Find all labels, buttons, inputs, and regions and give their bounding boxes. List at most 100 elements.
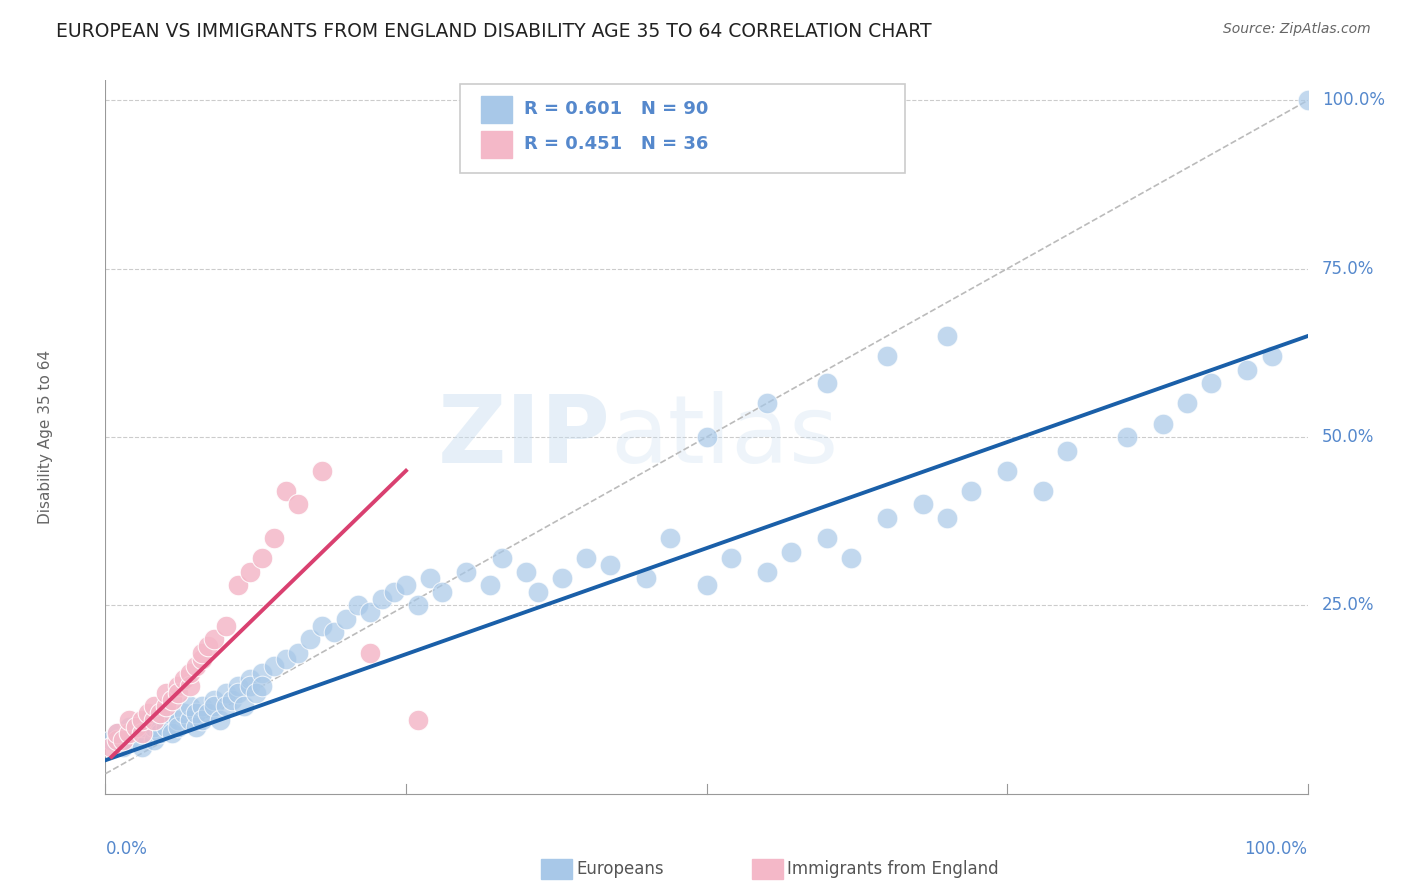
Point: [239, 673, 262, 687]
Point: [696, 430, 718, 444]
Point: [1296, 94, 1319, 108]
Point: [876, 349, 898, 363]
Point: [226, 578, 249, 592]
Point: [335, 612, 357, 626]
Point: [166, 720, 188, 734]
Point: [142, 720, 165, 734]
Point: [136, 713, 159, 727]
Point: [311, 464, 333, 478]
Point: [155, 686, 177, 700]
Point: [226, 679, 249, 693]
Text: ZIP: ZIP: [437, 391, 610, 483]
Point: [148, 726, 170, 740]
Text: 100.0%: 100.0%: [1322, 92, 1385, 110]
Point: [406, 599, 429, 613]
Point: [179, 665, 201, 680]
Point: [142, 733, 165, 747]
Point: [112, 739, 135, 754]
Point: [118, 720, 141, 734]
Point: [551, 571, 574, 585]
Point: [720, 551, 742, 566]
Point: [515, 565, 537, 579]
Point: [1116, 430, 1139, 444]
Point: [815, 376, 838, 391]
Point: [107, 726, 129, 740]
Point: [263, 659, 285, 673]
Point: [395, 578, 418, 592]
Point: [245, 686, 267, 700]
Point: [155, 706, 177, 720]
Point: [107, 726, 129, 740]
Point: [250, 679, 273, 693]
Point: [226, 686, 249, 700]
Text: Source: ZipAtlas.com: Source: ZipAtlas.com: [1223, 22, 1371, 37]
Point: [118, 726, 141, 740]
Point: [311, 618, 333, 632]
Point: [936, 511, 959, 525]
Point: [406, 713, 429, 727]
Point: [239, 679, 262, 693]
Point: [1152, 417, 1174, 431]
Text: EUROPEAN VS IMMIGRANTS FROM ENGLAND DISABILITY AGE 35 TO 64 CORRELATION CHART: EUROPEAN VS IMMIGRANTS FROM ENGLAND DISA…: [56, 22, 932, 41]
Point: [155, 713, 177, 727]
Point: [274, 483, 297, 498]
Point: [839, 551, 862, 566]
Point: [202, 699, 225, 714]
Point: [779, 544, 801, 558]
Point: [287, 646, 309, 660]
Point: [479, 578, 502, 592]
Point: [1175, 396, 1198, 410]
Point: [221, 692, 243, 706]
Text: 50.0%: 50.0%: [1322, 428, 1375, 446]
Text: Immigrants from England: Immigrants from England: [787, 860, 1000, 878]
Point: [179, 713, 201, 727]
Point: [179, 679, 201, 693]
Point: [107, 733, 129, 747]
Point: [184, 706, 207, 720]
Point: [696, 578, 718, 592]
Point: [263, 531, 285, 545]
Point: [322, 625, 344, 640]
Point: [112, 733, 135, 747]
Point: [659, 531, 682, 545]
Point: [118, 713, 141, 727]
Point: [936, 329, 959, 343]
Point: [214, 686, 236, 700]
Point: [815, 531, 838, 545]
Point: [100, 733, 122, 747]
Text: 75.0%: 75.0%: [1322, 260, 1375, 277]
Point: [136, 706, 159, 720]
Point: [173, 706, 195, 720]
Point: [131, 713, 153, 727]
Point: [359, 646, 381, 660]
Point: [1056, 443, 1078, 458]
FancyBboxPatch shape: [460, 84, 905, 173]
Text: 25.0%: 25.0%: [1322, 597, 1375, 615]
Point: [124, 720, 146, 734]
Point: [131, 720, 153, 734]
Point: [359, 605, 381, 619]
Point: [419, 571, 441, 585]
Point: [190, 652, 212, 666]
Point: [142, 699, 165, 714]
Point: [636, 571, 658, 585]
Point: [131, 726, 153, 740]
Point: [960, 483, 983, 498]
Point: [131, 739, 153, 754]
Point: [876, 511, 898, 525]
Point: [287, 497, 309, 511]
Point: [197, 706, 219, 720]
Text: R = 0.451   N = 36: R = 0.451 N = 36: [524, 135, 709, 153]
Point: [202, 692, 225, 706]
Point: [491, 551, 513, 566]
Point: [527, 585, 550, 599]
Point: [118, 733, 141, 747]
Bar: [481, 96, 512, 123]
Text: 100.0%: 100.0%: [1244, 840, 1308, 858]
Point: [274, 652, 297, 666]
Point: [575, 551, 598, 566]
Text: Disability Age 35 to 64: Disability Age 35 to 64: [38, 350, 53, 524]
Point: [1236, 363, 1258, 377]
Point: [208, 713, 231, 727]
Point: [184, 659, 207, 673]
